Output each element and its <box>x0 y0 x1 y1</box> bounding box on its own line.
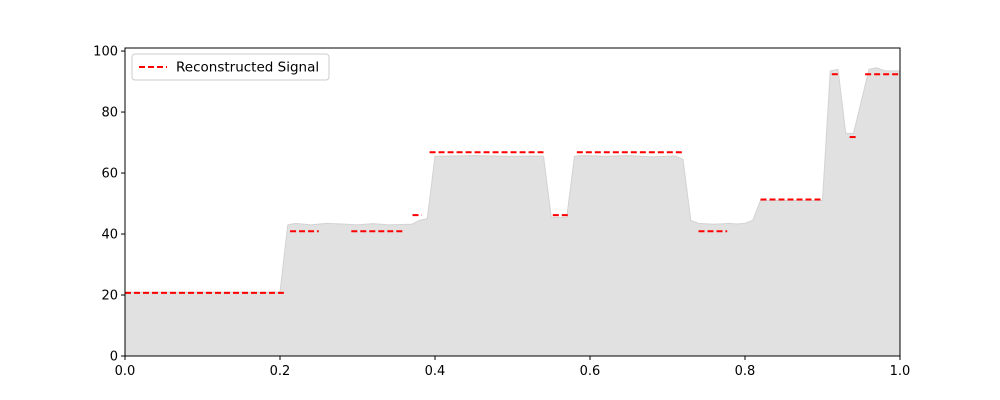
plot-area <box>124 67 901 357</box>
x-tick-label: 0.8 <box>735 364 756 379</box>
y-tick-label: 100 <box>93 45 118 60</box>
y-tick-label: 80 <box>101 106 118 121</box>
y-tick-label: 40 <box>101 228 118 243</box>
x-tick-label: 0.4 <box>425 364 446 379</box>
y-tick-label: 20 <box>101 289 118 304</box>
legend-label: Reconstructed Signal <box>176 60 319 76</box>
x-tick-label: 0.2 <box>270 364 291 379</box>
axes: 0.0 0.2 0.4 0.6 0.8 1.0 0 20 40 60 80 100 <box>93 45 910 379</box>
x-tick-label: 1.0 <box>890 364 911 379</box>
y-tick-label: 0 <box>110 350 118 365</box>
axes-frame <box>124 47 901 357</box>
x-tick-label: 0.0 <box>115 364 136 379</box>
x-tick-label: 0.6 <box>580 364 601 379</box>
legend-box <box>131 53 330 81</box>
y-tick-label: 60 <box>101 167 118 182</box>
signal-area <box>124 67 901 357</box>
legend: Reconstructed Signal <box>131 53 330 81</box>
